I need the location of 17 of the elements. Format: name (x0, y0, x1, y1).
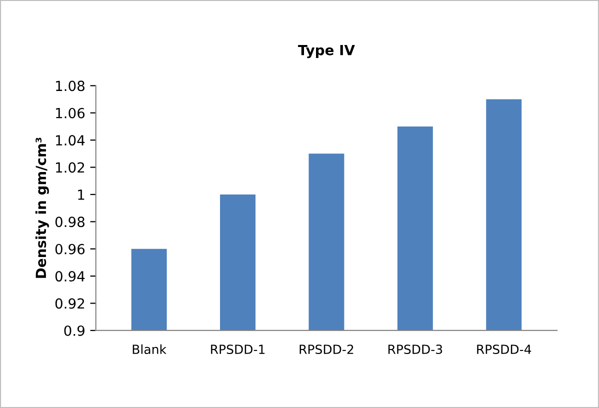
y-tick-label: 0.94 (55, 271, 85, 282)
chart-title: Type IV (298, 45, 355, 58)
y-tick-label: 0.98 (55, 216, 84, 228)
y-tick-label: 1.08 (56, 80, 84, 92)
y-tick-label: 0.9 (64, 325, 84, 336)
x-tick-label: RPSDD-2 (300, 344, 354, 354)
y-tick-label: 1.04 (56, 135, 85, 146)
x-tick-label: RPSDD-3 (388, 344, 442, 354)
y-tick-label: 0.96 (55, 244, 85, 254)
y-axis-title: Density in gm/cm³ (35, 138, 49, 278)
y-tick-label: 1.02 (56, 162, 84, 173)
x-tick-label: RPSDD-1 (211, 344, 265, 354)
x-tick-label: Blank (132, 344, 166, 354)
y-tick-label: 1.06 (56, 108, 85, 118)
x-tick-label: RPSDD-4 (477, 344, 532, 354)
y-tick-label: 1 (78, 190, 84, 200)
y-tick-label: 0.92 (55, 298, 84, 309)
